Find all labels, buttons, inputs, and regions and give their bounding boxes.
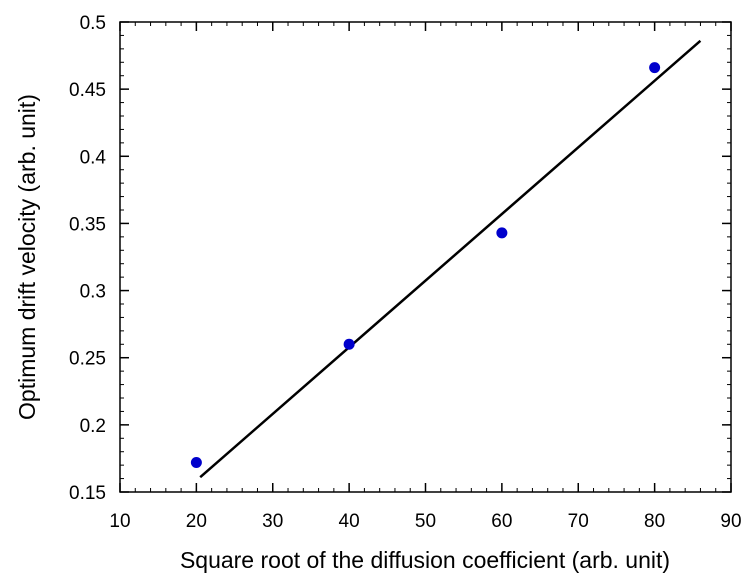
data-points bbox=[190, 62, 661, 468]
y-tick-label: 0.3 bbox=[80, 282, 106, 303]
y-tick-label: 0.45 bbox=[69, 80, 106, 101]
data-point bbox=[496, 227, 508, 239]
y-tick-label: 0.2 bbox=[80, 416, 106, 437]
x-tick-label: 40 bbox=[339, 511, 360, 532]
y-tick-label: 0.25 bbox=[69, 349, 106, 370]
y-tick-label: 0.35 bbox=[69, 214, 106, 235]
x-tick-label: 20 bbox=[186, 511, 207, 532]
x-tick-label: 60 bbox=[491, 511, 512, 532]
data-point bbox=[190, 456, 202, 468]
x-tick-label: 10 bbox=[109, 511, 130, 532]
y-axis-title: Optimum drift velocity (arb. unit) bbox=[14, 94, 40, 420]
data-point bbox=[343, 338, 355, 350]
axis-ticks bbox=[119, 21, 732, 493]
y-tick-label: 0.15 bbox=[69, 483, 106, 504]
x-axis-title: Square root of the diffusion coefficient… bbox=[180, 547, 670, 573]
x-tick-label: 80 bbox=[644, 511, 665, 532]
x-tick-label: 50 bbox=[415, 511, 436, 532]
y-tick-label: 0.4 bbox=[80, 147, 107, 168]
x-tick-label: 90 bbox=[720, 511, 741, 532]
x-tick-label: 70 bbox=[568, 511, 589, 532]
data-point bbox=[649, 62, 661, 74]
y-tick-label: 0.5 bbox=[80, 13, 106, 34]
x-tick-label: 30 bbox=[262, 511, 283, 532]
fit-lines bbox=[199, 39, 702, 479]
x-tick-labels: 10 20 30 40 50 60 70 80 90 bbox=[109, 511, 741, 532]
y-tick-labels: 0.15 0.2 0.25 0.3 0.35 0.4 0.45 0.5 bbox=[69, 13, 106, 504]
fit-line bbox=[199, 39, 702, 479]
